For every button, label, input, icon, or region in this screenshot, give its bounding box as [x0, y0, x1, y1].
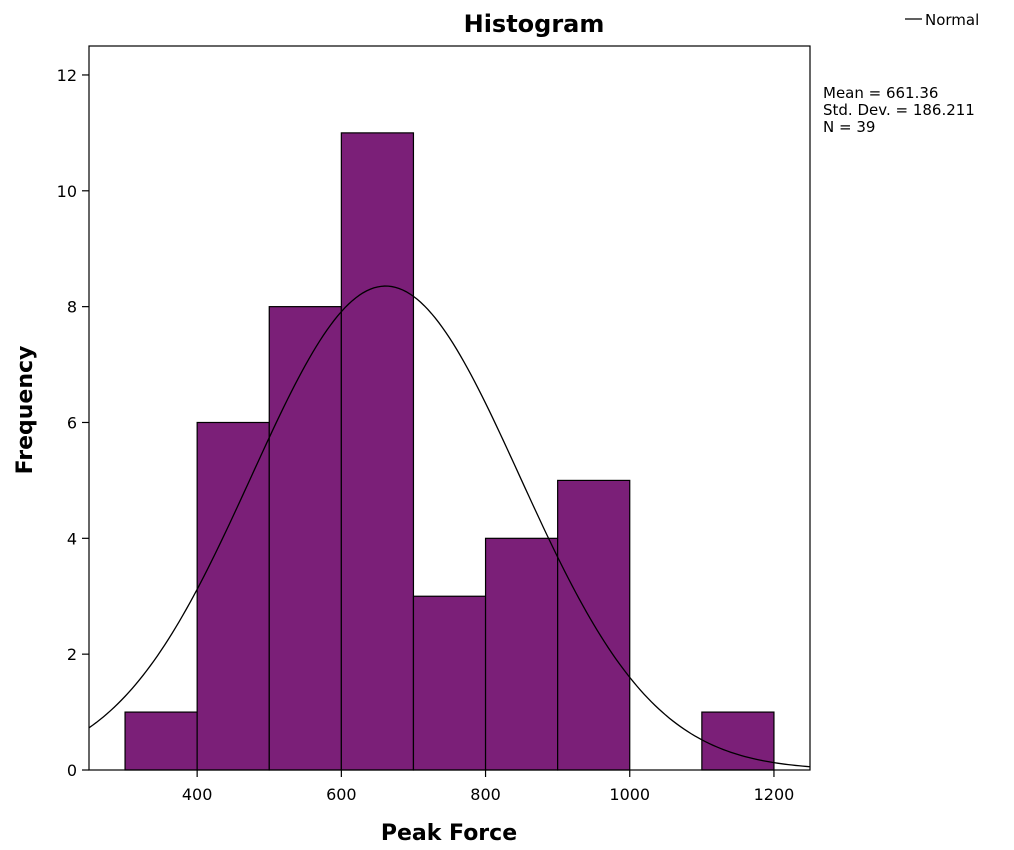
y-tick-label: 8 [67, 298, 77, 317]
histogram-bar-400-500 [196, 421, 270, 771]
y-axis-label: Frequency [13, 346, 38, 475]
y-axis: 0 2 4 6 8 10 12 [57, 66, 89, 780]
x-tick-label: 1000 [609, 785, 650, 804]
plot-area-frame [88, 45, 811, 771]
y-tick-label: 2 [67, 645, 77, 664]
x-tick-label: 600 [326, 785, 357, 804]
bars-group [124, 132, 775, 771]
chart-title: Histogram [464, 10, 605, 38]
histogram-bar-700-800 [412, 595, 487, 771]
histogram-bar-500-600 [268, 306, 342, 771]
y-tick-label: 6 [67, 413, 77, 432]
legend-normal-label: Normal [925, 11, 979, 29]
x-axis: 400 600 800 1000 1200 [182, 770, 794, 804]
normal-curve-line [88, 285, 811, 768]
histogram-bar-600-700 [340, 132, 415, 771]
stat-n: N = 39 [823, 118, 875, 136]
stat-std-dev: Std. Dev. = 186.211 [823, 101, 975, 119]
x-tick-label: 400 [182, 785, 213, 804]
x-axis-label: Peak Force [381, 821, 517, 846]
histogram-bar-800-900 [484, 537, 559, 771]
x-tick-label: 800 [470, 785, 501, 804]
stat-mean: Mean = 661.36 [823, 84, 938, 102]
y-tick-label: 0 [67, 761, 77, 780]
histogram-bar-300-400 [124, 711, 198, 771]
x-tick-label: 1200 [754, 785, 795, 804]
y-tick-label: 12 [57, 66, 77, 85]
y-tick-label: 10 [57, 182, 77, 201]
y-tick-label: 4 [67, 529, 77, 548]
